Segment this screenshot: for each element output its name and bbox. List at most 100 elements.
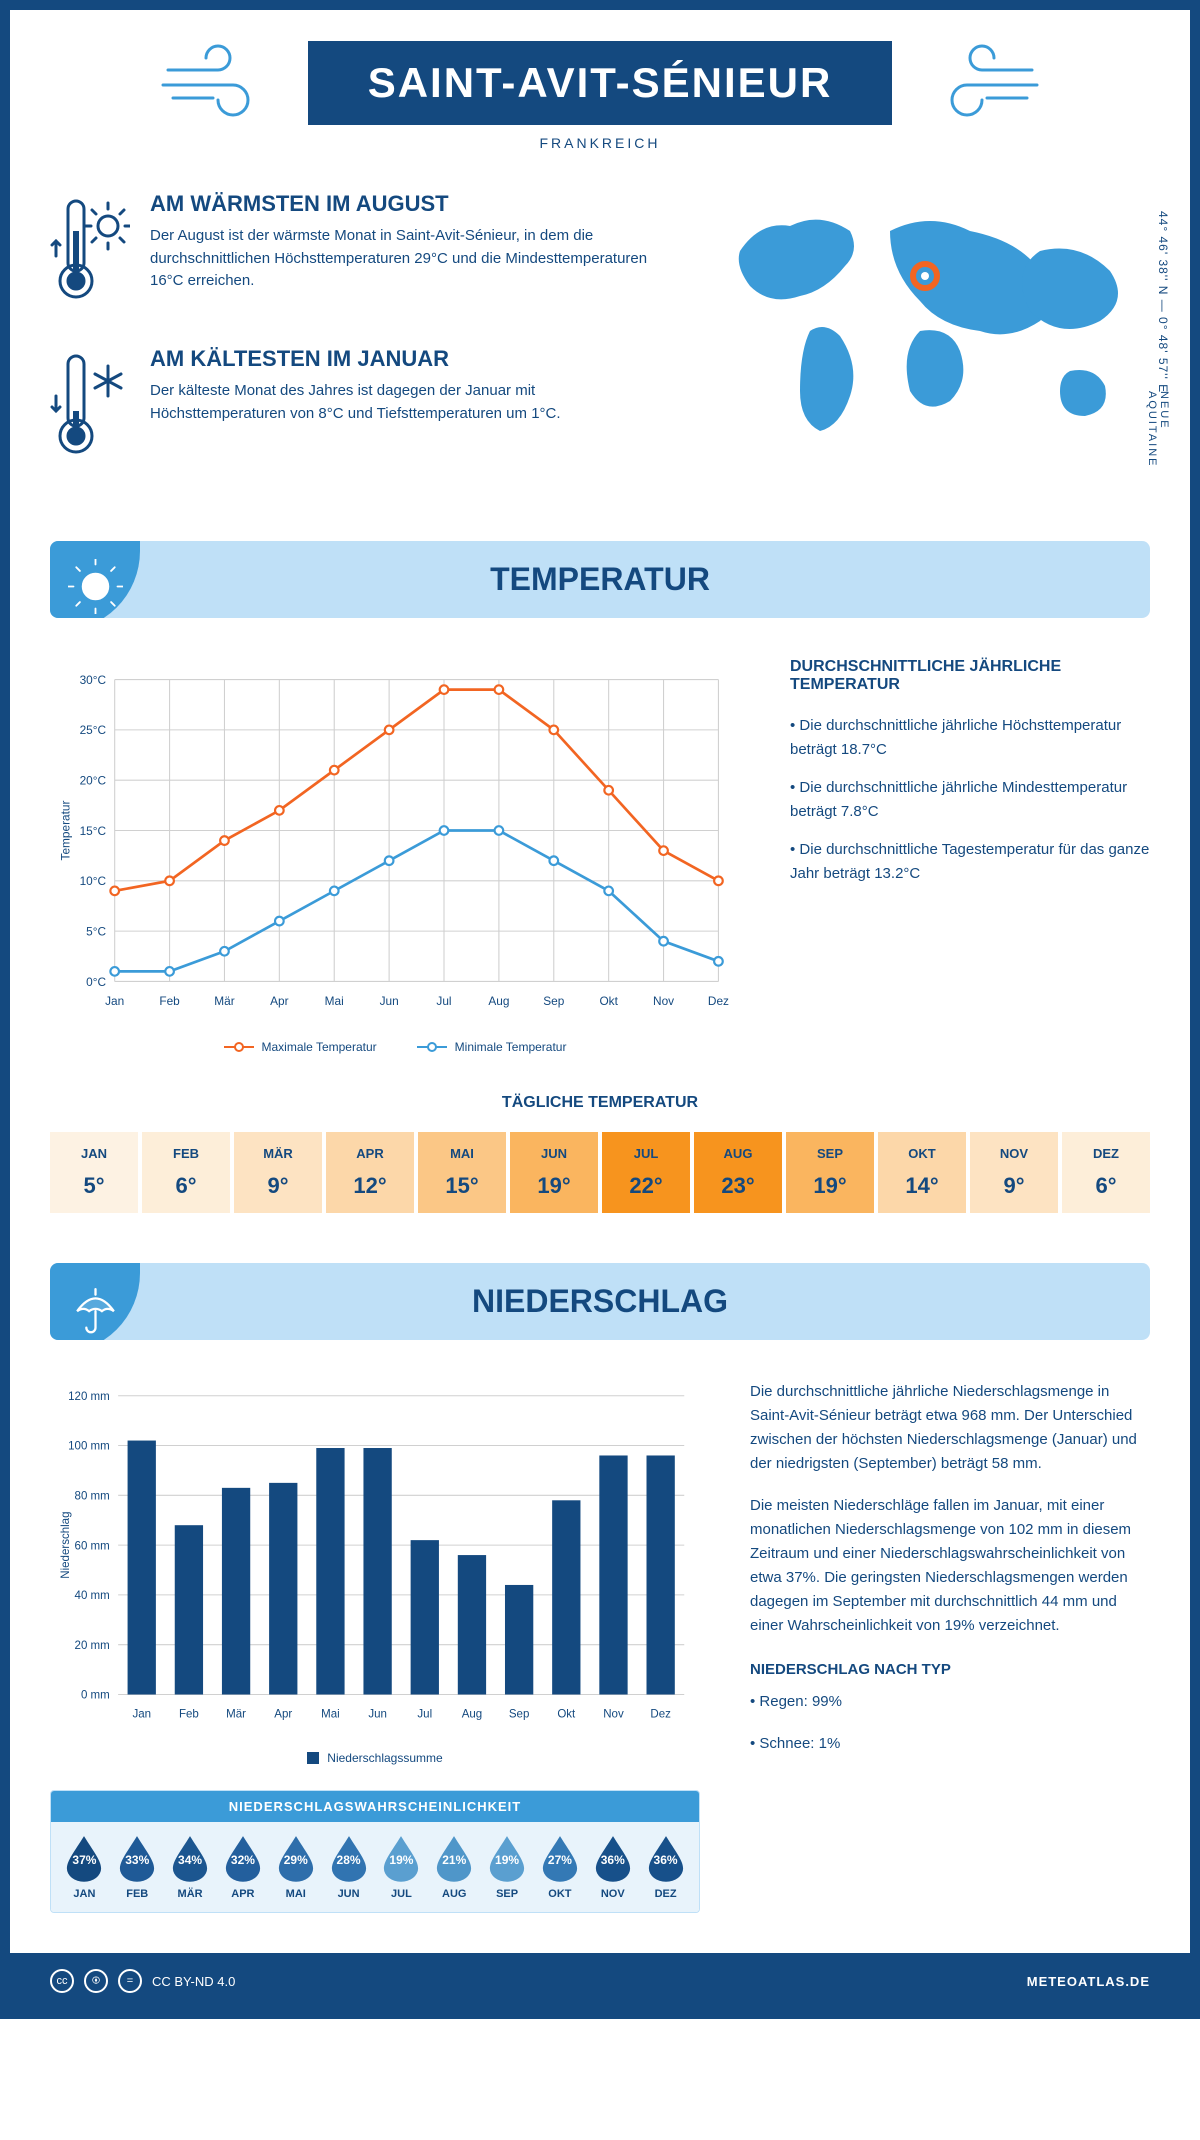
coordinates: 44° 46' 38'' N — 0° 48' 57'' E (1156, 211, 1170, 393)
prob-title: NIEDERSCHLAGSWAHRSCHEINLICHKEIT (51, 1791, 699, 1822)
country-subtitle: FRANKREICH (50, 135, 1150, 151)
prob-cell: 36%DEZ (640, 1834, 691, 1900)
svg-text:Niederschlag: Niederschlag (60, 1511, 72, 1578)
daily-cell: DEZ6° (1062, 1132, 1150, 1213)
temp-summary-heading: DURCHSCHNITTLICHE JÄHRLICHE TEMPERATUR (790, 658, 1150, 694)
svg-text:40 mm: 40 mm (75, 1590, 110, 1602)
temp-summary-p3: • Die durchschnittliche Tagestemperatur … (790, 838, 1150, 886)
svg-text:0 mm: 0 mm (81, 1689, 110, 1701)
precip-type-heading: NIEDERSCHLAG NACH TYP (750, 1658, 1150, 1682)
precip-type1: • Regen: 99% (750, 1690, 1150, 1714)
temp-summary-p2: • Die durchschnittliche jährliche Mindes… (790, 776, 1150, 824)
svg-text:Nov: Nov (653, 994, 674, 1008)
warmest-title: AM WÄRMSTEN IM AUGUST (150, 191, 670, 217)
prob-cell: 33%FEB (112, 1834, 163, 1900)
prob-cell: 19%JUL (376, 1834, 427, 1900)
precip-p1: Die durchschnittliche jährliche Niedersc… (750, 1380, 1150, 1476)
footer: cc 🅯 = CC BY-ND 4.0 METEOATLAS.DE (10, 1953, 1190, 2009)
temperature-heading: TEMPERATUR (490, 561, 710, 597)
svg-text:Apr: Apr (274, 1708, 292, 1720)
daily-cell: MAI15° (418, 1132, 506, 1213)
daily-cell: OKT14° (878, 1132, 966, 1213)
precipitation-section-header: NIEDERSCHLAG (50, 1263, 1150, 1340)
prob-cell: 34%MÄR (165, 1834, 216, 1900)
intro-section: AM WÄRMSTEN IM AUGUST Der August ist der… (50, 191, 1150, 501)
svg-text:Aug: Aug (488, 994, 509, 1008)
svg-text:Okt: Okt (557, 1708, 576, 1720)
svg-text:Jun: Jun (368, 1708, 387, 1720)
svg-text:Mai: Mai (325, 994, 344, 1008)
svg-text:Jan: Jan (105, 994, 124, 1008)
precipitation-summary: Die durchschnittliche jährliche Niedersc… (750, 1380, 1150, 1913)
prob-cell: 19%SEP (482, 1834, 533, 1900)
svg-text:20°C: 20°C (80, 774, 107, 788)
header: SAINT-AVIT-SÉNIEUR (50, 40, 1150, 125)
thermometer-hot-icon (50, 191, 130, 316)
prob-cell: 37%JAN (59, 1834, 110, 1900)
svg-text:Nov: Nov (603, 1708, 624, 1720)
svg-text:Mär: Mär (226, 1708, 246, 1720)
cc-icon: cc (50, 1969, 74, 1993)
svg-text:Jul: Jul (417, 1708, 432, 1720)
precipitation-bar-chart: 0 mm20 mm40 mm60 mm80 mm100 mm120 mmNied… (50, 1380, 700, 1913)
daily-cell: MÄR9° (234, 1132, 322, 1213)
thermometer-cold-icon (50, 346, 130, 471)
svg-text:Feb: Feb (179, 1708, 199, 1720)
precip-p2: Die meisten Niederschläge fallen im Janu… (750, 1494, 1150, 1638)
svg-text:120 mm: 120 mm (68, 1390, 110, 1402)
svg-text:Mai: Mai (321, 1708, 340, 1720)
nd-icon: = (118, 1969, 142, 1993)
region-label: NEUE AQUITAINE (1146, 391, 1170, 501)
svg-text:10°C: 10°C (80, 874, 107, 888)
daily-cell: NOV9° (970, 1132, 1058, 1213)
daily-temp-table: JAN5°FEB6°MÄR9°APR12°MAI15°JUN19°JUL22°A… (50, 1132, 1150, 1213)
svg-text:Aug: Aug (462, 1708, 483, 1720)
license-text: CC BY-ND 4.0 (152, 1974, 235, 1989)
precip-type2: • Schnee: 1% (750, 1732, 1150, 1756)
temp-legend: Maximale Temperatur Minimale Temperatur (50, 1040, 740, 1054)
warmest-text: Der August ist der wärmste Monat in Sain… (150, 225, 670, 293)
svg-text:Okt: Okt (599, 994, 618, 1008)
umbrella-icon (50, 1263, 140, 1340)
prob-cell: 32%APR (217, 1834, 268, 1900)
svg-text:Feb: Feb (159, 994, 180, 1008)
svg-text:Jul: Jul (436, 994, 451, 1008)
daily-cell: SEP19° (786, 1132, 874, 1213)
svg-text:Temperatur: Temperatur (58, 800, 72, 860)
prob-cell: 28%JUN (323, 1834, 374, 1900)
svg-text:80 mm: 80 mm (75, 1490, 110, 1502)
svg-text:Dez: Dez (708, 994, 729, 1008)
svg-text:Sep: Sep (509, 1708, 530, 1720)
daily-cell: FEB6° (142, 1132, 230, 1213)
site-name: METEOATLAS.DE (1027, 1974, 1150, 1989)
svg-text:0°C: 0°C (86, 975, 106, 989)
wind-left-icon (158, 40, 278, 125)
daily-temp-title: TÄGLICHE TEMPERATUR (50, 1094, 1150, 1112)
prob-cell: 29%MAI (270, 1834, 321, 1900)
daily-cell: APR12° (326, 1132, 414, 1213)
svg-text:Dez: Dez (650, 1708, 671, 1720)
svg-text:30°C: 30°C (80, 673, 107, 687)
temperature-section-header: TEMPERATUR (50, 541, 1150, 618)
coldest-title: AM KÄLTESTEN IM JANUAR (150, 346, 670, 372)
legend-min: Minimale Temperatur (455, 1040, 567, 1054)
legend-max: Maximale Temperatur (262, 1040, 377, 1054)
wind-right-icon (922, 40, 1042, 125)
svg-text:20 mm: 20 mm (75, 1639, 110, 1651)
page-title: SAINT-AVIT-SÉNIEUR (308, 41, 893, 125)
sun-icon (50, 541, 140, 618)
temp-summary-p1: • Die durchschnittliche jährliche Höchst… (790, 714, 1150, 762)
svg-text:60 mm: 60 mm (75, 1540, 110, 1552)
prob-cell: 36%NOV (587, 1834, 638, 1900)
svg-text:Mär: Mär (214, 994, 234, 1008)
warmest-fact: AM WÄRMSTEN IM AUGUST Der August ist der… (50, 191, 670, 316)
daily-cell: AUG23° (694, 1132, 782, 1213)
world-map: 44° 46' 38'' N — 0° 48' 57'' E NEUE AQUI… (710, 191, 1150, 501)
svg-text:5°C: 5°C (86, 924, 106, 938)
prob-cell: 27%OKT (534, 1834, 585, 1900)
coldest-text: Der kälteste Monat des Jahres ist dagege… (150, 380, 670, 425)
svg-text:Jun: Jun (380, 994, 399, 1008)
precipitation-probability-box: NIEDERSCHLAGSWAHRSCHEINLICHKEIT 37%JAN33… (50, 1790, 700, 1913)
svg-text:Sep: Sep (543, 994, 564, 1008)
by-icon: 🅯 (84, 1969, 108, 1993)
